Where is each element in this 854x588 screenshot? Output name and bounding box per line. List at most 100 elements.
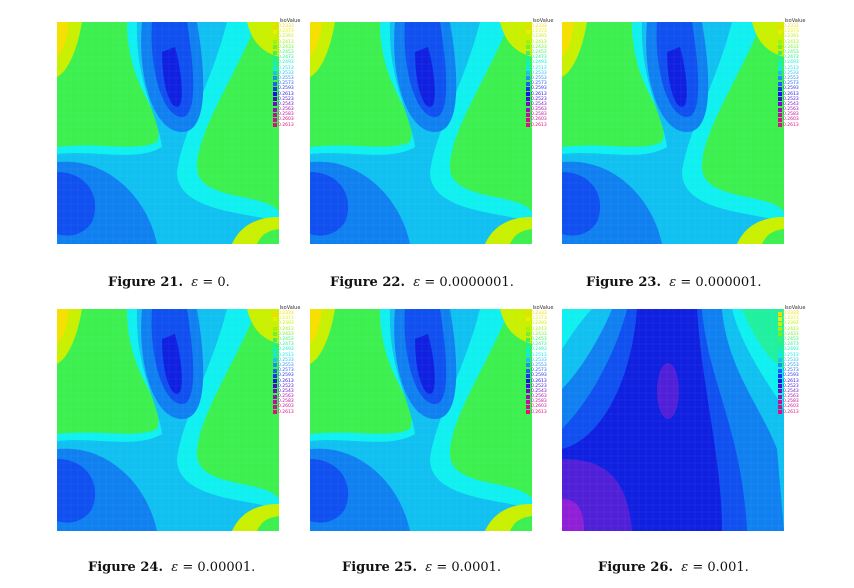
legend-entry: 0.2553 <box>273 363 307 368</box>
legend-label: 0.2333 <box>783 24 799 30</box>
contour-band <box>162 334 182 394</box>
contour-band <box>57 459 96 523</box>
figure-panel-23: IsoValue 0.2333 0.2373 0.2393 0.2413 0.2433 0.… <box>562 18 805 262</box>
legend-label: 0.2473 <box>783 342 799 348</box>
legend-entry: 0.2333 <box>778 24 812 29</box>
legend-swatch <box>778 332 782 337</box>
legend-swatch <box>273 45 277 50</box>
legend-entry: 0.2393 <box>526 34 560 39</box>
legend-entry: 0.2413 <box>778 327 812 332</box>
legend-label: 0.2603 <box>278 117 294 123</box>
legend-swatch <box>273 384 277 389</box>
legend-label: 0.2613 <box>783 122 799 128</box>
legend-entry: 0.2533 <box>778 358 812 363</box>
legend-label: 0.2543 <box>531 388 547 394</box>
legend-entry: 0.2473 <box>778 342 812 347</box>
legend-entry: 0.2513 <box>273 353 307 358</box>
equals-sign: = <box>178 560 198 575</box>
legend-entry: 0.2583 <box>273 399 307 404</box>
legend-entry: 0.2613 <box>526 410 560 415</box>
contour-plot <box>57 22 279 244</box>
legend-label: 0.2523 <box>531 383 547 389</box>
legend-label: 0.2563 <box>278 394 294 400</box>
legend-entry: 0.2533 <box>526 358 560 363</box>
legend-entry: 0.2453 <box>778 337 812 342</box>
legend-swatch <box>273 107 277 112</box>
figure-caption: Figure 21. ε = 0. <box>108 275 230 290</box>
legend-swatch <box>778 102 782 107</box>
legend-entry: 0.2513 <box>778 66 812 71</box>
legend-swatch <box>526 311 530 316</box>
epsilon-symbol: ε <box>425 560 433 575</box>
legend-swatch <box>273 117 277 122</box>
legend-entry: 0.2563 <box>778 394 812 399</box>
legend-swatch <box>526 107 530 112</box>
legend-entry: 0.2613 <box>273 410 307 415</box>
legend-entry: 0.2613 <box>273 91 307 97</box>
legend-swatch <box>526 316 530 321</box>
legend-entry: 0.2593 <box>778 373 812 378</box>
legend-entry: 0.2493 <box>778 60 812 65</box>
legend-entry: 0.2603 <box>526 404 560 409</box>
legend-swatch <box>526 384 530 389</box>
legend-swatch <box>778 353 782 358</box>
legend-label: 0.2373 <box>531 316 547 322</box>
legend-label: 0.2613 <box>531 409 547 415</box>
legend-entry: 0.2543 <box>273 102 307 107</box>
legend-entry: 0.2563 <box>526 394 560 399</box>
legend-entry: 0.2613 <box>526 378 560 384</box>
legend-swatch <box>273 410 277 415</box>
legend-swatch <box>778 50 782 55</box>
legend-entry: 0.2593 <box>526 86 560 91</box>
legend-entry: 0.2573 <box>778 368 812 373</box>
legend-entry: 0.2593 <box>778 86 812 91</box>
legend-title: IsoValue <box>532 18 554 24</box>
legend-label: 0.2553 <box>278 362 294 368</box>
legend-entry: 0.2433 <box>526 332 560 337</box>
figure-panel-25: IsoValue 0.2333 0.2373 0.2393 0.2413 0.2433 0.… <box>310 305 553 549</box>
legend-label: 0.2413 <box>278 326 294 332</box>
legend-entry: 0.2533 <box>778 71 812 76</box>
legend-label: 0.2543 <box>783 101 799 107</box>
legend-label: 0.2563 <box>531 394 547 400</box>
legend-label: 0.2533 <box>278 357 294 363</box>
legend-label: 0.2513 <box>783 65 799 71</box>
legend-swatch <box>273 60 277 65</box>
legend-swatch <box>526 29 530 34</box>
legend-swatch <box>273 92 277 97</box>
legend-swatch <box>526 342 530 347</box>
legend-swatch <box>273 368 277 373</box>
equals-sign: = <box>420 275 440 290</box>
figure-caption: Figure 26. ε = 0.001. <box>598 560 749 575</box>
legend-label: 0.2393 <box>278 321 294 327</box>
legend-entry: 0.2433 <box>778 332 812 337</box>
contour-band <box>562 499 584 531</box>
legend-entry: 0.2493 <box>273 347 307 352</box>
isovalue-legend: IsoValue 0.2333 0.2373 0.2393 0.2413 0.2433 0.… <box>273 18 307 128</box>
legend-entry: 0.2583 <box>526 112 560 117</box>
legend-entry: 0.2543 <box>273 389 307 394</box>
legend-label: 0.2413 <box>531 39 547 45</box>
legend-label: 0.2563 <box>783 394 799 400</box>
legend-entry: 0.2433 <box>273 45 307 50</box>
epsilon-value: 0. <box>217 275 230 290</box>
isovalue-legend: IsoValue 0.2333 0.2373 0.2393 0.2413 0.2433 0.… <box>526 305 560 415</box>
legend-label: 0.2393 <box>531 321 547 327</box>
legend-entry: 0.2543 <box>778 389 812 394</box>
legend-entry: 0.2583 <box>526 399 560 404</box>
contour-band <box>562 22 574 57</box>
legend-label: 0.2433 <box>278 331 294 337</box>
contour-plot <box>310 22 532 244</box>
legend-label: 0.2333 <box>531 311 547 317</box>
legend-entry: 0.2453 <box>778 50 812 55</box>
legend-label: 0.2583 <box>278 399 294 405</box>
legend-entry: 0.2613 <box>526 123 560 128</box>
legend-swatch <box>778 123 782 128</box>
legend-label: 0.2333 <box>278 24 294 30</box>
legend-swatch <box>273 332 277 337</box>
epsilon-value: 0.0000001. <box>439 275 514 290</box>
legend-swatch <box>526 379 530 384</box>
legend-swatch <box>778 71 782 76</box>
legend-label: 0.2493 <box>278 60 294 66</box>
legend-swatch <box>778 399 782 404</box>
